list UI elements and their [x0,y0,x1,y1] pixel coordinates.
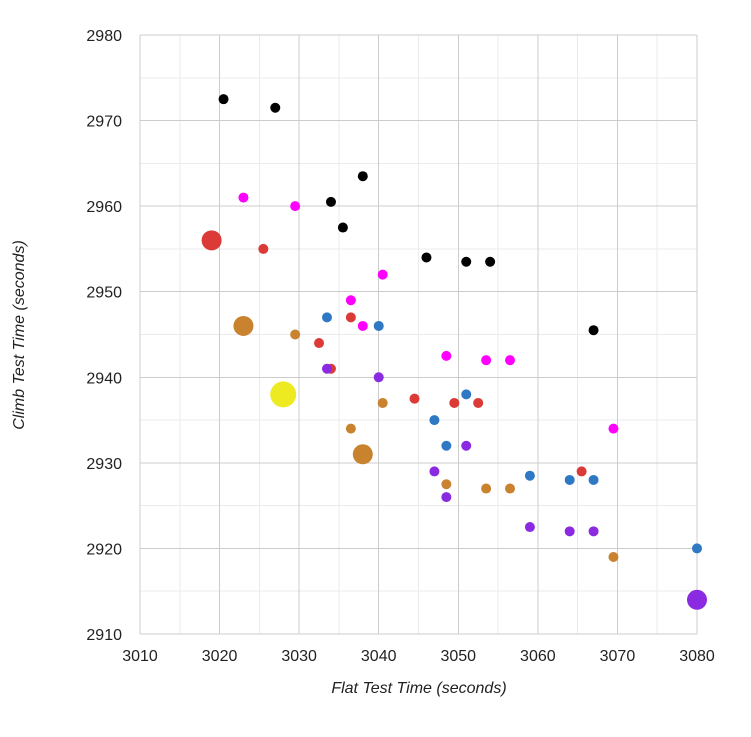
x-tick-label: 3040 [361,648,397,665]
x-tick-label: 3030 [281,648,317,665]
data-point-magenta[interactable] [441,350,452,361]
data-point-orange[interactable] [481,483,492,494]
data-point-purple[interactable] [524,522,535,533]
data-point-magenta[interactable] [290,201,301,212]
data-point-red[interactable] [314,338,325,349]
data-point-purple[interactable] [588,526,599,537]
grid-lines [139,34,698,635]
data-point-purple[interactable] [687,589,707,610]
data-point-magenta[interactable] [505,355,516,366]
data-point-magenta[interactable] [238,192,249,203]
x-tick-label: 3070 [600,648,636,665]
data-point-black[interactable] [461,256,472,267]
data-point-red[interactable] [258,243,269,254]
y-tick-label: 2950 [86,285,122,302]
y-tick-label: 2920 [86,541,122,558]
data-point-blue[interactable] [692,543,702,554]
data-point-black[interactable] [357,171,368,182]
data-point-orange[interactable] [352,444,373,465]
x-tick-label: 3050 [440,648,476,665]
data-point-orange[interactable] [608,551,619,562]
data-point-red[interactable] [345,312,356,323]
x-tick-label: 3080 [679,648,715,665]
data-point-orange[interactable] [441,479,452,490]
data-point-magenta[interactable] [357,320,368,331]
data-point-blue[interactable] [564,474,575,485]
data-point-black[interactable] [421,252,432,263]
data-point-orange[interactable] [233,315,254,336]
data-point-purple[interactable] [373,372,384,383]
data-point-black[interactable] [485,256,496,267]
y-tick-label: 2940 [86,370,122,387]
data-point-red[interactable] [449,397,460,408]
data-point-purple[interactable] [321,363,332,374]
y-axis-title: Climb Test Time (seconds) [11,240,28,430]
data-point-black[interactable] [218,94,229,105]
data-point-black[interactable] [337,222,348,233]
data-point-red[interactable] [576,466,587,477]
data-point-red[interactable] [409,393,420,404]
data-point-orange[interactable] [345,423,356,434]
data-point-blue[interactable] [373,320,384,331]
data-point-magenta[interactable] [481,355,492,366]
data-point-blue[interactable] [588,474,599,485]
data-point-black[interactable] [325,196,336,207]
y-tick-label: 2980 [86,28,122,45]
x-tick-label: 3060 [520,648,556,665]
data-point-black[interactable] [588,325,599,336]
data-point-blue[interactable] [524,470,535,481]
x-tick-label: 3010 [122,648,158,665]
x-tick-label: 3020 [202,648,238,665]
y-tick-label: 2970 [86,114,122,131]
data-point-purple[interactable] [441,492,452,503]
data-point-orange[interactable] [290,329,301,340]
x-axis-title: Flat Test Time (seconds) [331,680,506,697]
y-tick-label: 2930 [86,456,122,473]
data-point-magenta[interactable] [345,295,356,306]
data-point-blue[interactable] [321,312,332,323]
y-tick-label: 2910 [86,627,122,644]
tick-labels: 3010 3020 3030 3040 3050 3060 3070 3080 2910 2920… [86,28,714,665]
data-point-black[interactable] [270,102,281,113]
data-point-purple[interactable] [429,466,440,477]
y-tick-label: 2960 [86,199,122,216]
data-point-blue[interactable] [429,415,440,426]
data-point-orange[interactable] [505,483,516,494]
data-point-purple[interactable] [564,526,575,537]
data-points [201,94,707,610]
data-point-yellow[interactable] [270,381,297,408]
data-point-red[interactable] [201,230,222,251]
data-point-blue[interactable] [461,389,472,400]
data-point-blue[interactable] [441,440,452,451]
data-point-purple[interactable] [461,440,472,451]
data-point-orange[interactable] [377,397,388,408]
data-point-magenta[interactable] [608,423,619,434]
data-point-magenta[interactable] [377,269,388,280]
data-point-red[interactable] [473,397,484,408]
